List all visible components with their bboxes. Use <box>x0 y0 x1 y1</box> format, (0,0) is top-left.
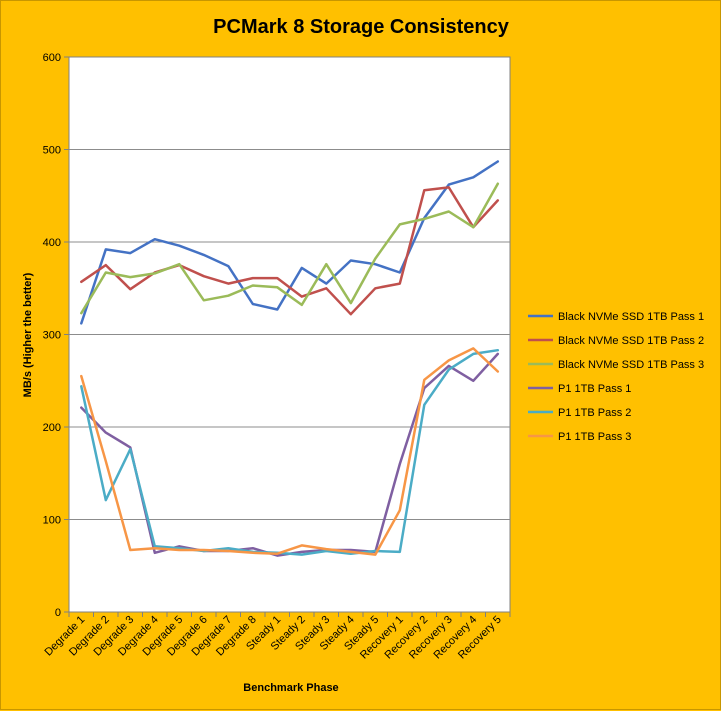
legend-label: Black NVMe SSD 1TB Pass 3 <box>558 359 704 371</box>
y-tick-label: 300 <box>43 330 61 342</box>
legend-label: P1 1TB Pass 3 <box>558 431 631 443</box>
series-line <box>80 182 500 315</box>
legend-label: Black NVMe SSD 1TB Pass 1 <box>558 311 704 323</box>
x-axis-title: Benchmark Phase <box>243 682 338 694</box>
chart-title: PCMark 8 Storage Consistency <box>213 16 510 38</box>
grid-layer <box>69 149 510 520</box>
series-line <box>80 348 500 556</box>
y-tick-label: 500 <box>43 145 61 157</box>
y-tick-label: 0 <box>55 607 61 619</box>
series-line <box>80 347 500 556</box>
series-layer <box>80 160 500 557</box>
legend-label: Black NVMe SSD 1TB Pass 2 <box>558 335 704 347</box>
legend-label: P1 1TB Pass 1 <box>558 383 631 395</box>
y-tick-label: 100 <box>43 515 61 527</box>
legend: Black NVMe SSD 1TB Pass 1 Black NVMe SSD … <box>528 311 704 443</box>
y-tick-label: 600 <box>43 52 61 64</box>
y-axis-title: MB/s (Higher the better) <box>22 272 34 397</box>
y-tick-label: 200 <box>43 422 61 434</box>
y-axis-ticks: 0 100 200 300 400 500 600 <box>43 52 69 619</box>
y-tick-label: 400 <box>43 237 61 249</box>
legend-label: P1 1TB Pass 2 <box>558 407 631 419</box>
series-line <box>80 186 500 316</box>
